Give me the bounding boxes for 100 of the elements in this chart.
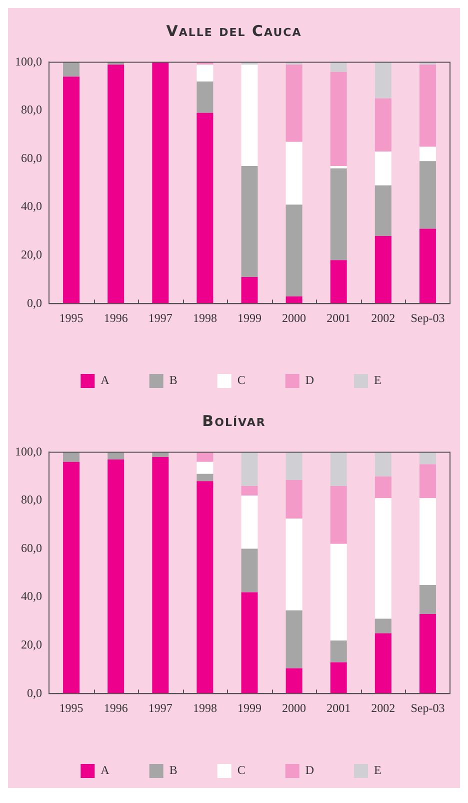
y-tick-label: 20,0	[21, 637, 42, 652]
bar	[152, 457, 169, 694]
bar	[196, 112, 214, 304]
bar	[108, 64, 124, 304]
bar	[374, 185, 392, 236]
bar	[419, 64, 436, 147]
x-tick-label: 1999	[238, 310, 262, 325]
bar	[286, 610, 302, 668]
bar	[63, 462, 80, 694]
x-tick-label: 1995	[59, 700, 84, 715]
bar	[330, 486, 347, 544]
legend-label: A	[100, 373, 110, 388]
bar	[330, 640, 347, 662]
bar	[241, 592, 258, 694]
bar	[286, 204, 302, 296]
bar	[196, 64, 214, 82]
bar	[374, 618, 392, 634]
bar	[419, 498, 436, 585]
x-tick-label: 2002	[371, 310, 396, 325]
x-tick-label: 2001	[326, 310, 351, 325]
x-tick-label: 1997	[148, 310, 172, 325]
legend-label: A	[100, 763, 110, 778]
bar	[374, 452, 392, 476]
y-tick-label: 100,0	[15, 444, 42, 458]
bar	[108, 459, 124, 694]
x-tick-label: 1998	[192, 700, 217, 715]
x-tick-label: 1996	[104, 700, 128, 715]
bar	[241, 452, 258, 486]
bar	[330, 72, 347, 166]
y-tick-label: 100,0	[15, 54, 42, 68]
bar	[196, 462, 214, 474]
legend-label: C	[237, 373, 246, 388]
legend-label: D	[305, 373, 314, 388]
bar	[286, 518, 302, 610]
bar	[63, 62, 80, 77]
y-tick-label: 80,0	[21, 492, 42, 507]
bar	[286, 452, 302, 480]
bar	[241, 548, 258, 592]
bar	[419, 452, 436, 464]
x-tick-label: 2002	[371, 700, 396, 715]
bar	[241, 64, 258, 166]
x-tick-label: 2001	[326, 700, 351, 715]
x-tick-label: 1998	[192, 310, 217, 325]
y-tick-label: 60,0	[21, 540, 42, 555]
bar	[196, 481, 214, 694]
bar	[330, 168, 347, 260]
bar	[196, 452, 214, 462]
y-tick-label: 40,0	[21, 199, 42, 214]
bar	[419, 464, 436, 498]
x-tick-label: 1997	[148, 700, 172, 715]
x-tick-label: 1999	[238, 700, 262, 715]
legend-label: B	[169, 763, 178, 778]
bar	[152, 452, 169, 458]
y-tick-label: 20,0	[21, 247, 42, 262]
bar	[286, 64, 302, 142]
x-tick-label: Sep-03	[410, 700, 445, 715]
x-tick-label: Sep-03	[410, 310, 445, 325]
y-tick-label: 40,0	[21, 589, 42, 604]
bar	[196, 474, 214, 482]
bar	[374, 633, 392, 694]
bar	[374, 62, 392, 98]
y-tick-label: 60,0	[21, 150, 42, 165]
bar	[330, 62, 347, 72]
bar	[241, 166, 258, 278]
legend-label: C	[237, 763, 246, 778]
bar	[241, 496, 258, 549]
bar	[419, 146, 436, 162]
legend-label: D	[305, 763, 314, 778]
bar	[374, 98, 392, 152]
bar	[419, 584, 436, 614]
bar	[374, 152, 392, 186]
x-tick-label: 1996	[104, 310, 128, 325]
y-tick-label: 0,0	[27, 686, 42, 700]
bar	[63, 452, 80, 462]
legend-label: B	[169, 373, 178, 388]
bar	[419, 161, 436, 229]
y-tick-label: 0,0	[27, 296, 42, 310]
bar	[241, 277, 258, 304]
bar	[330, 544, 347, 640]
legend-label: E	[374, 373, 382, 388]
bar	[374, 236, 392, 304]
bar	[63, 76, 80, 304]
y-tick-label: 80,0	[21, 102, 42, 117]
x-tick-label: 2000	[282, 310, 306, 325]
bar	[241, 486, 258, 496]
bar	[330, 452, 347, 486]
chart-title: Bolívar	[201, 411, 267, 432]
bar	[330, 260, 347, 304]
bar	[196, 82, 214, 113]
bar	[152, 62, 169, 304]
bar	[286, 480, 302, 519]
x-tick-label: 1995	[59, 310, 84, 325]
bar	[286, 142, 302, 205]
legend-label: E	[374, 763, 382, 778]
chart-title: Valle del Cauca	[165, 21, 303, 42]
bar	[374, 498, 392, 619]
bar	[374, 476, 392, 498]
bar	[330, 662, 347, 694]
bar	[419, 228, 436, 304]
bar	[286, 668, 302, 694]
